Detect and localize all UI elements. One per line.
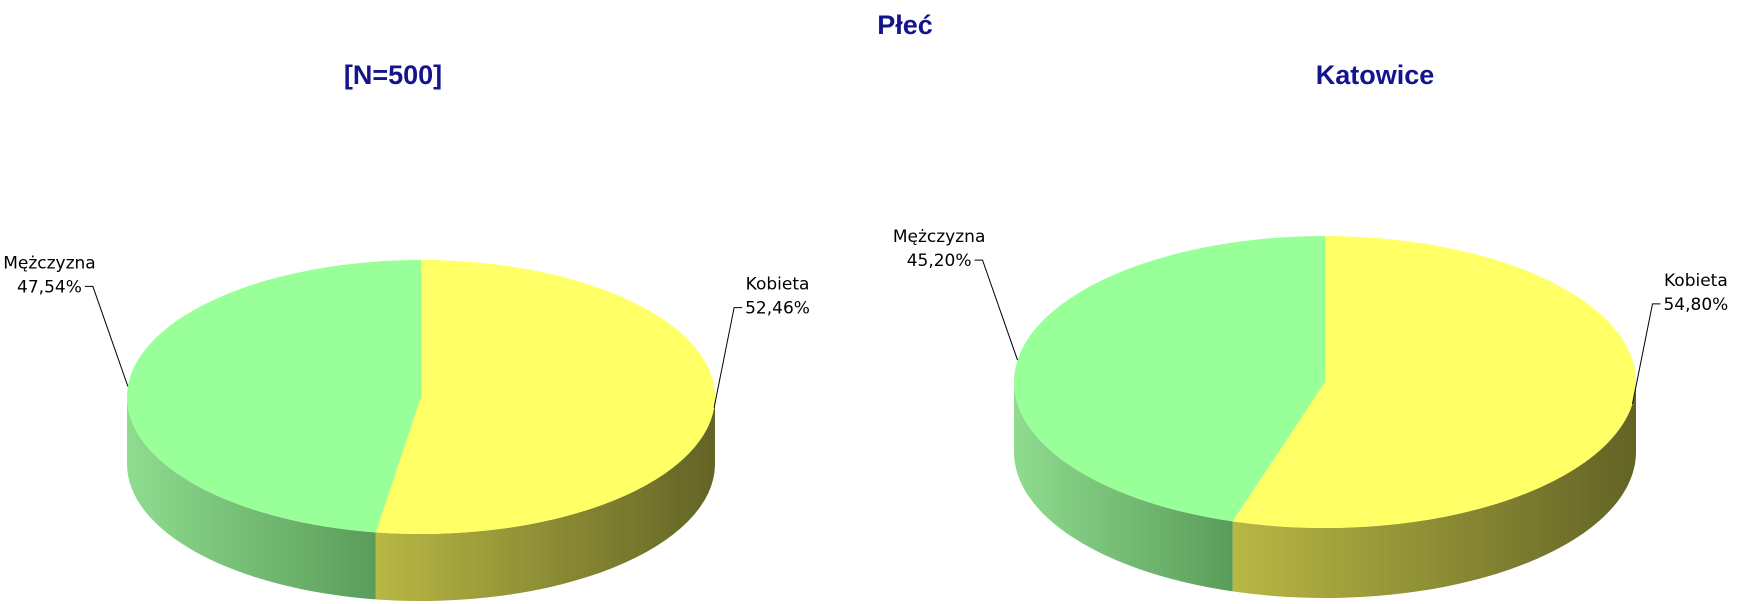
value-label: 54,80% [1663,295,1728,315]
slice-side [1014,382,1233,592]
slice-side [127,397,376,600]
slice [126,260,422,533]
leader-line [1631,303,1661,405]
slice-side [1232,382,1636,598]
leader-line [84,285,129,387]
category-label: Kobieta [1664,271,1728,291]
category-label: Mężczyzna [893,227,986,247]
slice [1014,236,1325,522]
slice-side [375,397,715,601]
value-label: 47,54% [17,277,82,297]
slice [1232,236,1637,528]
value-label: 45,20% [907,251,972,271]
chart-title: [N=500] [344,60,442,90]
leader-line [974,259,1019,361]
category-label: Mężczyzna [3,253,96,273]
page-title: Płeć [877,10,933,40]
chart-title: Katowice [1316,60,1435,90]
slice [375,260,715,534]
category-label: Kobieta [746,275,810,295]
leader-line [713,307,743,408]
value-label: 52,46% [745,299,810,319]
